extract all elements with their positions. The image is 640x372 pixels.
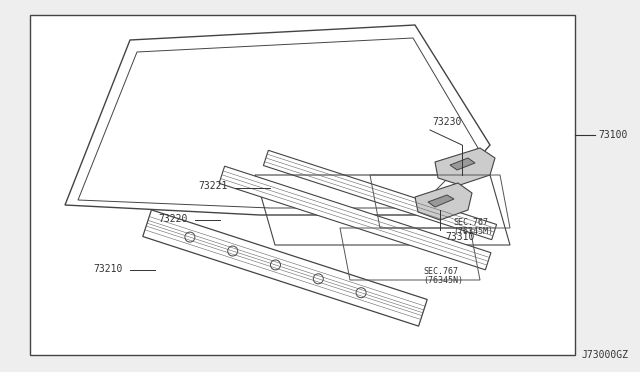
Polygon shape [450, 158, 475, 170]
Polygon shape [428, 195, 454, 207]
Polygon shape [65, 25, 490, 215]
Text: 73220: 73220 [159, 214, 188, 224]
Text: 73310: 73310 [445, 232, 474, 242]
Bar [30, 15, 575, 355]
Text: SEC.767: SEC.767 [453, 218, 488, 227]
Text: 73210: 73210 [93, 264, 123, 274]
Text: 73230: 73230 [432, 117, 461, 127]
Polygon shape [78, 38, 478, 208]
Polygon shape [415, 183, 472, 220]
Text: (76345M): (76345M) [453, 227, 493, 236]
Polygon shape [264, 150, 497, 240]
Text: SEC.767: SEC.767 [423, 267, 458, 276]
Text: 73221: 73221 [198, 181, 228, 191]
Polygon shape [219, 166, 491, 270]
Text: (76345N): (76345N) [423, 276, 463, 285]
Polygon shape [435, 148, 495, 185]
Text: J73000GZ: J73000GZ [581, 350, 628, 360]
Text: 73100: 73100 [598, 130, 627, 140]
Polygon shape [143, 210, 428, 326]
